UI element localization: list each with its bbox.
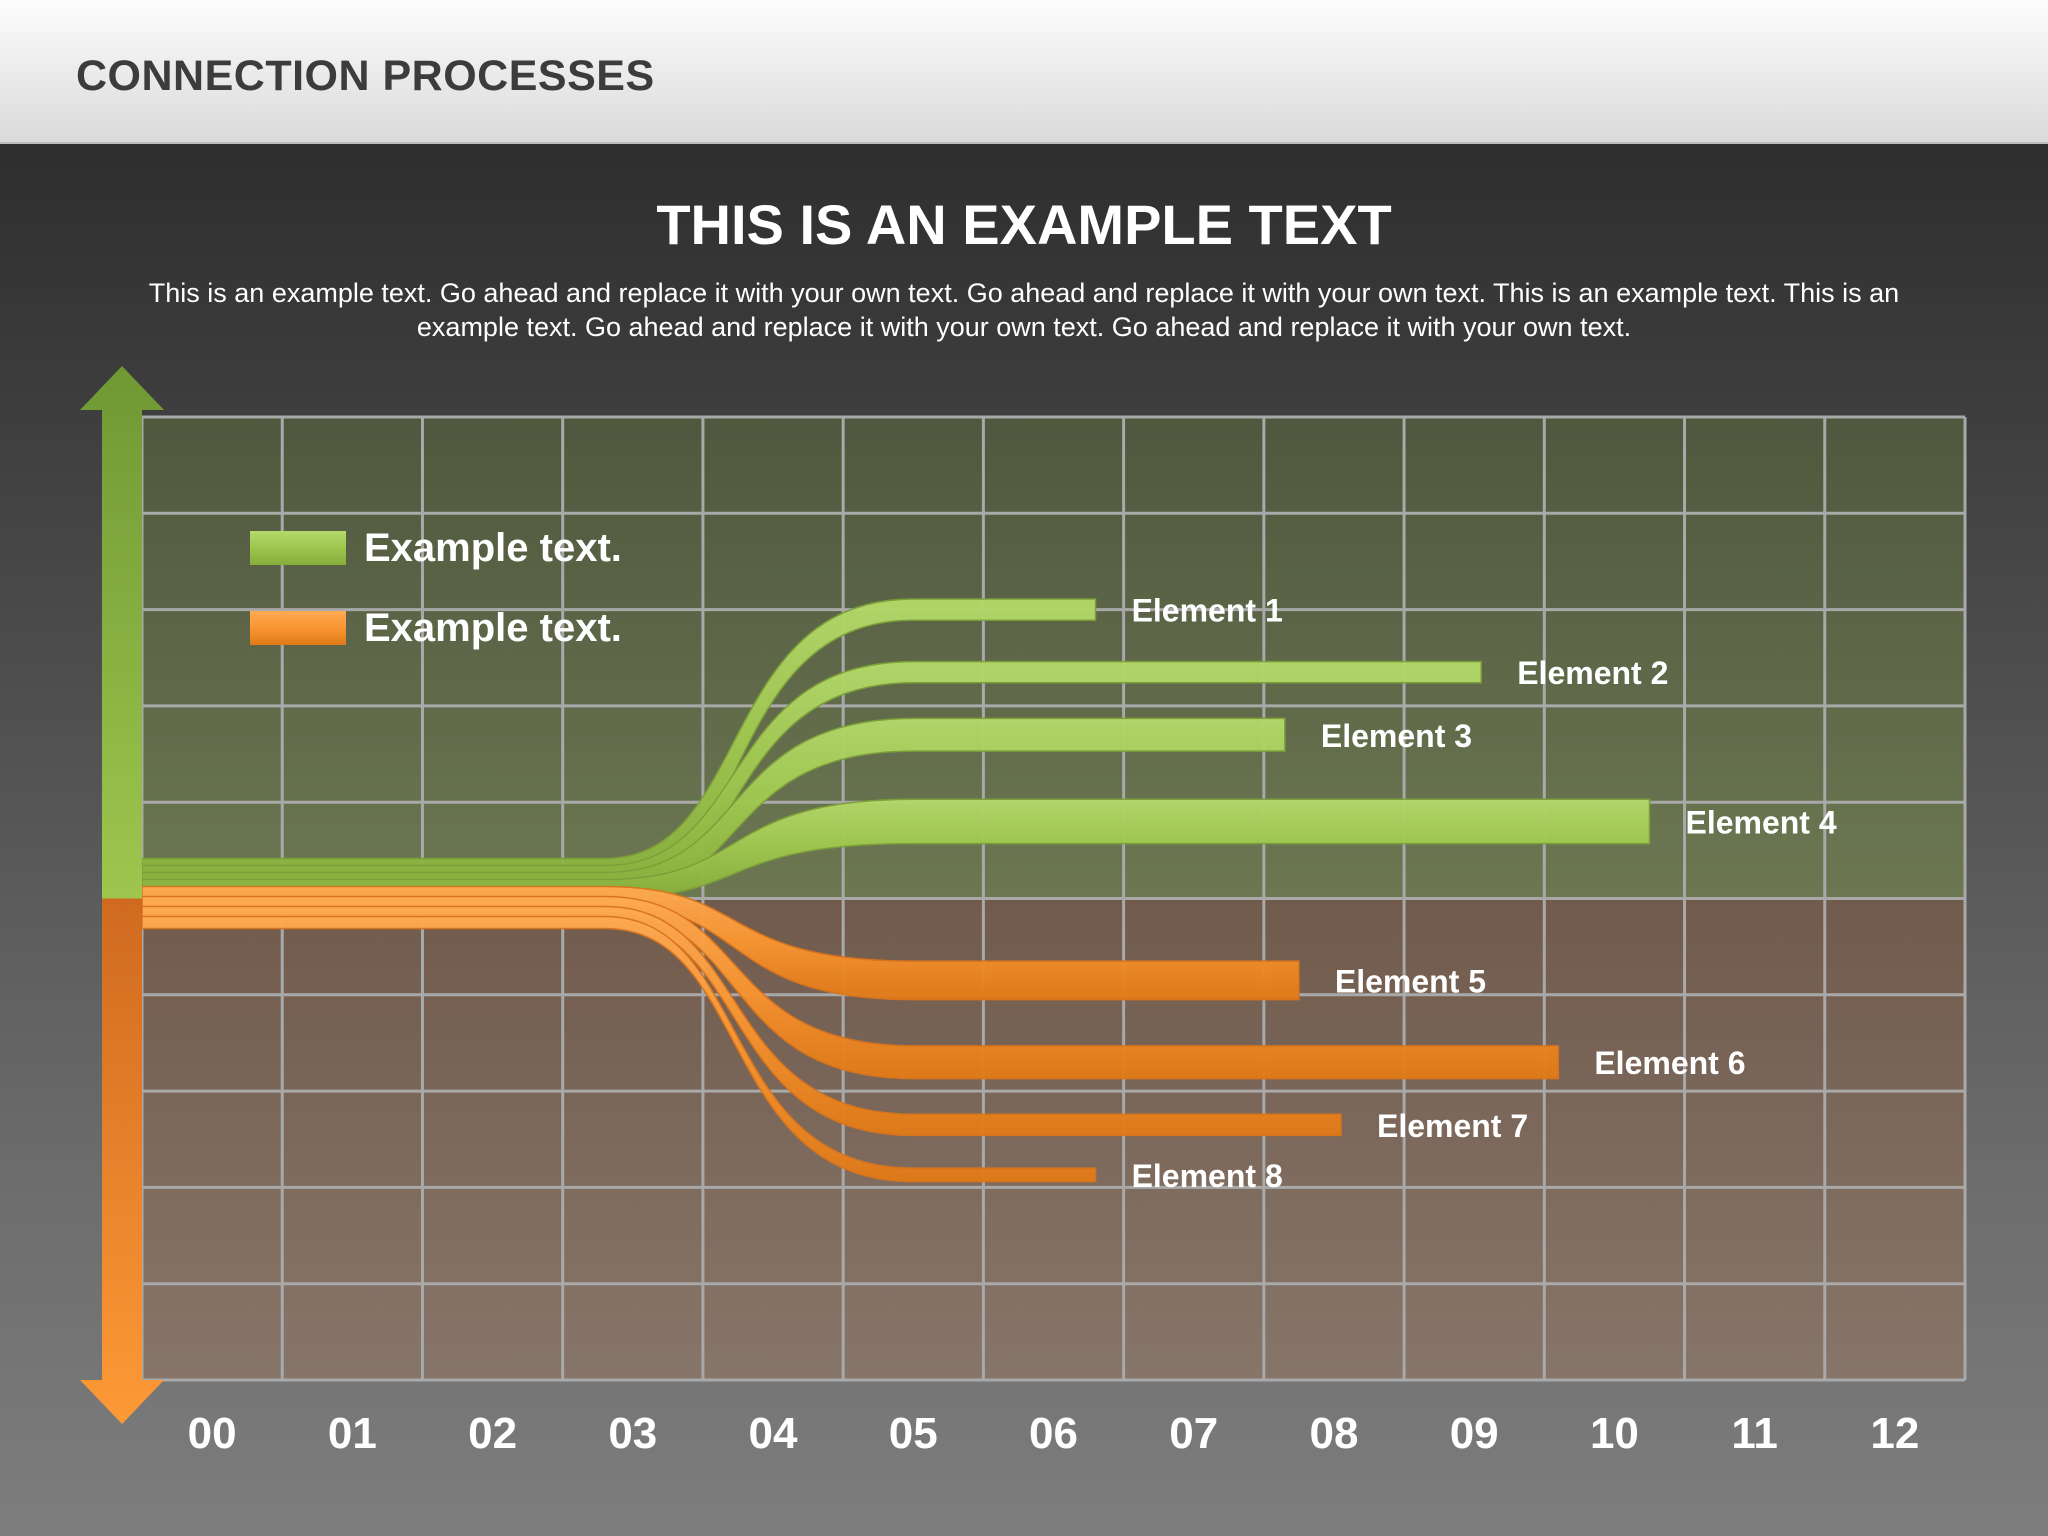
x-tick-label: 04 xyxy=(749,1409,798,1458)
x-tick-label: 00 xyxy=(188,1409,237,1458)
x-tick-label: 11 xyxy=(1731,1409,1778,1458)
flow-bar-element-5 xyxy=(141,885,1300,1001)
description-text: This is an example text. Go ahead and re… xyxy=(148,278,1900,342)
flow-bar-element-6 xyxy=(141,895,1560,1080)
legend-label: Example text. xyxy=(364,606,622,650)
legend-label: Example text. xyxy=(364,526,622,570)
x-tick-label: 12 xyxy=(1870,1409,1919,1458)
x-tick-label: 07 xyxy=(1169,1409,1218,1458)
axis-arrow-up xyxy=(80,366,164,899)
legend-swatch xyxy=(250,611,346,645)
x-tick-label: 03 xyxy=(608,1409,657,1458)
x-tick-label: 05 xyxy=(889,1409,938,1458)
x-tick-label: 08 xyxy=(1309,1409,1358,1458)
legend-swatch xyxy=(250,531,346,565)
element-label: Element 3 xyxy=(1321,718,1472,754)
element-label: Element 7 xyxy=(1377,1108,1528,1144)
header-bar: CONNECTION PROCESSES xyxy=(0,0,2048,144)
axis-arrow-down xyxy=(80,898,164,1424)
flow-bar-element-7 xyxy=(141,905,1342,1137)
x-tick-label: 02 xyxy=(468,1409,517,1458)
flow-bar-element-4 xyxy=(141,798,1651,900)
header-title: CONNECTION PROCESSES xyxy=(76,52,655,100)
element-label: Element 1 xyxy=(1132,593,1283,629)
element-label: Element 5 xyxy=(1335,963,1486,999)
element-label: Element 4 xyxy=(1685,804,1836,840)
element-label: Element 6 xyxy=(1594,1045,1745,1081)
x-tick-label: 10 xyxy=(1590,1409,1639,1458)
x-tick-label: 09 xyxy=(1450,1409,1499,1458)
x-tick-label: 06 xyxy=(1029,1409,1078,1458)
element-label: Element 2 xyxy=(1517,655,1668,691)
main-title: THIS IS AN EXAMPLE TEXT xyxy=(656,193,1392,256)
element-label: Element 8 xyxy=(1132,1158,1283,1194)
x-tick-label: 01 xyxy=(328,1409,377,1458)
flow-bar-element-8 xyxy=(141,915,1097,1183)
